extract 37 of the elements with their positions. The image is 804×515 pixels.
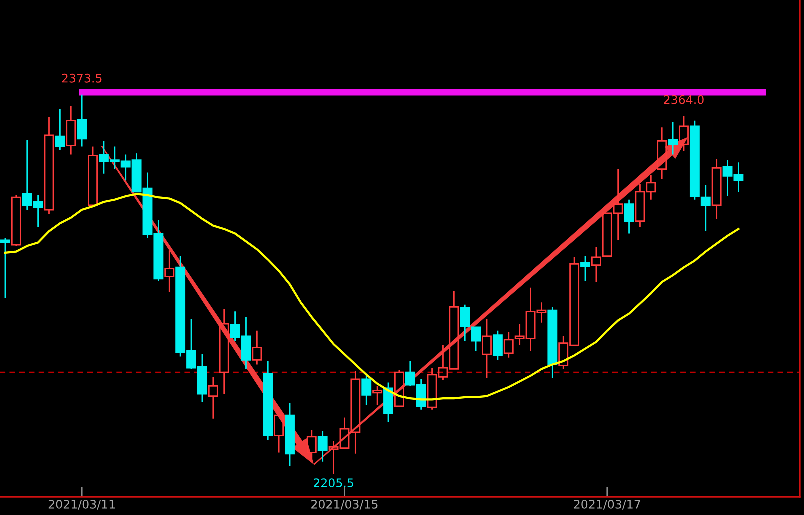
candlestick [306,430,317,460]
candlestick [624,199,634,234]
candlestick [712,158,722,220]
candlestick [657,126,668,180]
candlestick [77,94,88,148]
candlestick [372,385,383,406]
candlestick [164,250,175,294]
candlestick [44,116,54,216]
candlestick [263,360,274,442]
candlestick [362,374,372,406]
candlestick [55,108,66,151]
annotation: 2364.0 [664,95,704,104]
annotation: 2373.5 [62,74,102,83]
candlestick [274,414,284,454]
candlestick [88,146,98,206]
candlestick [384,382,394,423]
candlestick [208,376,218,420]
candlestick [482,318,492,379]
candlestick [66,105,76,156]
candlestick [285,402,295,468]
candlestick [548,306,558,379]
candlestick [252,330,262,366]
candlestick [492,330,503,361]
x-tick-label: 2021/03/17 [574,500,640,510]
candlestick [0,238,10,299]
candlestick [580,256,590,282]
x-tick-label: 2021/03/15 [312,500,378,510]
x-tick-label: 2021/03/11 [48,500,116,510]
candlestick [460,304,470,342]
candlestick [700,184,711,232]
annotation: 2205.5 [314,478,354,488]
candlestick [219,308,230,395]
candlestick [679,116,689,152]
candlestick [668,121,678,156]
candlestick [318,430,328,463]
candlestick [690,120,700,201]
candlestick [471,326,482,352]
